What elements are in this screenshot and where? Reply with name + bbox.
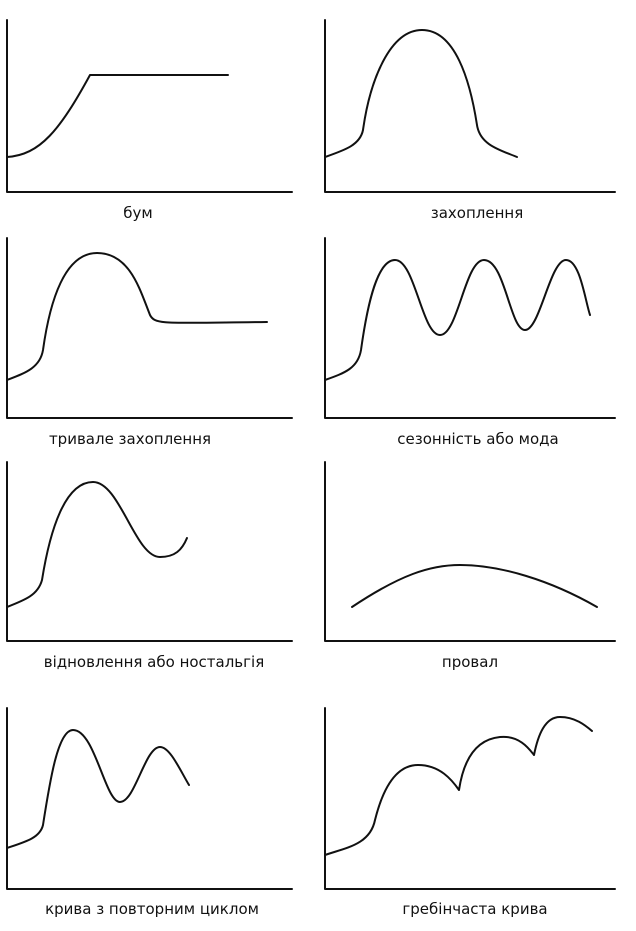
panel: бум	[6, 19, 293, 222]
caption: провал	[442, 653, 498, 671]
curve	[6, 252, 268, 381]
panel: відновлення або ностальгія	[6, 461, 293, 671]
axes	[6, 237, 293, 419]
axes	[6, 707, 293, 890]
axes	[6, 19, 293, 193]
curve	[324, 29, 518, 158]
axes	[6, 461, 293, 642]
caption: крива з повторним циклом	[45, 900, 259, 918]
curve	[6, 74, 229, 158]
panel: захоплення	[324, 19, 616, 222]
axes	[324, 19, 616, 193]
axes	[324, 237, 616, 419]
axes	[324, 707, 616, 890]
caption: відновлення або ностальгія	[44, 653, 264, 671]
curve	[324, 259, 591, 381]
axes	[324, 461, 616, 642]
curve	[6, 481, 188, 608]
curve	[6, 729, 190, 849]
caption: захоплення	[431, 204, 523, 222]
panel: провал	[324, 461, 616, 671]
panel: сезонність або мода	[324, 237, 616, 448]
panel: крива з повторним циклом	[6, 707, 293, 918]
panel: тривале захоплення	[6, 237, 293, 448]
caption: тривале захоплення	[49, 430, 211, 448]
curve	[324, 716, 593, 856]
caption: бум	[123, 204, 152, 222]
caption: сезонність або мода	[397, 430, 558, 448]
caption: гребінчаста крива	[402, 900, 547, 918]
curve	[351, 564, 598, 608]
panel: гребінчаста крива	[324, 707, 616, 918]
